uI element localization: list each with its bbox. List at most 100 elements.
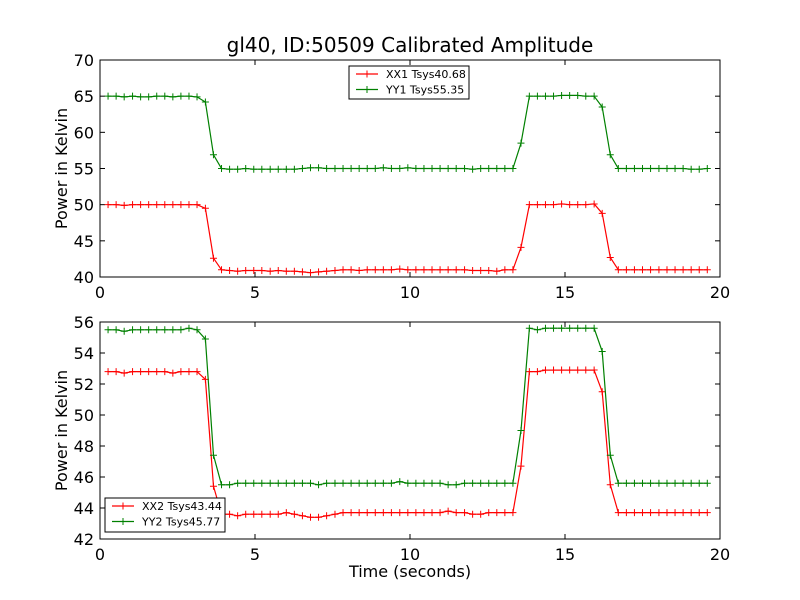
data-point-marker: [574, 324, 582, 332]
data-point-marker: [266, 510, 274, 518]
data-point-marker: [177, 368, 185, 376]
top-plot: 0 5 10 15 20 40 45 50 55 60 65 70 Power in Kelvin XX1…: [52, 51, 730, 302]
data-point-marker: [331, 165, 339, 172]
data-point-marker: [323, 479, 331, 487]
data-point-marker: [590, 200, 598, 208]
y-tick-label: 42: [74, 530, 94, 549]
data-point-marker: [647, 165, 655, 172]
data-point-marker: [444, 266, 452, 274]
data-point-marker: [282, 509, 290, 517]
data-point-marker: [218, 266, 226, 274]
data-point-marker: [558, 91, 566, 99]
y-tick-label: 50: [74, 406, 94, 425]
data-point-marker: [469, 266, 477, 274]
data-point-marker: [193, 368, 201, 376]
data-point-marker: [169, 93, 177, 101]
data-point-marker: [153, 368, 161, 376]
data-point-marker: [525, 368, 533, 376]
y-axis-label: Power in Kelvin: [52, 370, 71, 491]
data-point-marker: [663, 266, 671, 274]
data-point-marker: [266, 165, 274, 173]
data-point-marker: [566, 366, 574, 374]
data-point-marker: [363, 266, 371, 274]
data-point-marker: [420, 509, 428, 517]
data-point-marker: [201, 98, 209, 106]
legend-entry-label: YY2 Tsys45.77: [141, 516, 220, 529]
data-point-marker: [104, 326, 112, 334]
data-point-marker: [671, 266, 679, 274]
data-point-marker: [550, 201, 558, 209]
data-point-marker: [703, 509, 711, 517]
data-point-marker: [323, 267, 331, 275]
data-point-marker: [566, 324, 574, 332]
data-point-marker: [574, 366, 582, 374]
data-point-marker: [574, 91, 582, 99]
data-point-marker: [387, 479, 395, 487]
y-tick-label: 48: [74, 437, 94, 456]
legend: XX2 Tsys43.44 YY2 Tsys45.77: [104, 497, 226, 533]
data-point-marker: [671, 479, 679, 487]
data-point-marker: [517, 139, 525, 147]
data-point-marker: [509, 266, 517, 274]
data-point-marker: [630, 165, 638, 172]
x-tick-label: 10: [400, 283, 420, 302]
data-point-marker: [485, 509, 493, 517]
data-point-marker: [509, 165, 517, 172]
data-point-marker: [606, 151, 614, 159]
data-point-marker: [145, 326, 153, 334]
data-point-marker: [598, 103, 606, 111]
data-point-marker: [517, 427, 525, 434]
data-point-marker: [242, 510, 250, 518]
data-point-marker: [339, 509, 347, 517]
data-point-marker: [129, 368, 137, 376]
data-point-marker: [266, 479, 274, 487]
data-point-marker: [663, 479, 671, 487]
data-point-marker: [614, 479, 622, 487]
x-tick-label: 20: [710, 545, 730, 564]
data-point-marker: [201, 335, 209, 343]
data-point-marker: [363, 165, 371, 172]
x-tick-label: 15: [555, 545, 575, 564]
data-point-marker: [242, 479, 250, 487]
data-point-marker: [379, 509, 387, 517]
data-point-marker: [598, 388, 606, 396]
data-point-marker: [541, 201, 549, 209]
data-point-marker: [606, 481, 614, 489]
bottom-plot: 0 5 10 15 20 42 44 46 48 50 52 54 56 Power in Kelvin T…: [52, 313, 730, 581]
y-tick-label: 46: [74, 468, 94, 487]
data-point-marker: [420, 479, 428, 487]
data-point-marker: [614, 509, 622, 517]
data-point-marker: [687, 266, 695, 274]
x-tick-label: 15: [555, 283, 575, 302]
data-point-marker: [201, 204, 209, 212]
legend-swatch-marker: [363, 86, 371, 93]
data-point-marker: [209, 254, 217, 262]
data-point-marker: [137, 326, 145, 334]
data-point-marker: [420, 266, 428, 274]
data-point-marker: [550, 366, 558, 374]
data-point-marker: [104, 368, 112, 376]
data-point-marker: [290, 479, 298, 487]
axes-frame: [99, 59, 721, 278]
data-point-marker: [461, 509, 469, 517]
data-point-marker: [104, 201, 112, 209]
data-point-marker: [452, 509, 460, 517]
data-point-marker: [226, 481, 234, 489]
data-point-marker: [509, 479, 517, 487]
legend-entry-label: YY1 Tsys55.35: [385, 84, 464, 97]
data-point-marker: [663, 165, 671, 172]
data-point-marker: [161, 201, 169, 209]
data-point-marker: [379, 266, 387, 274]
data-point-marker: [679, 165, 687, 172]
data-point-marker: [129, 92, 137, 100]
data-point-marker: [444, 507, 452, 515]
data-point-marker: [647, 509, 655, 517]
data-point-marker: [606, 451, 614, 459]
data-point-marker: [566, 91, 574, 99]
data-point-marker: [339, 165, 347, 172]
data-point-marker: [355, 509, 363, 517]
data-point-marker: [371, 266, 379, 274]
data-point-marker: [428, 165, 436, 172]
data-point-marker: [687, 165, 695, 173]
data-point-marker: [120, 369, 128, 377]
